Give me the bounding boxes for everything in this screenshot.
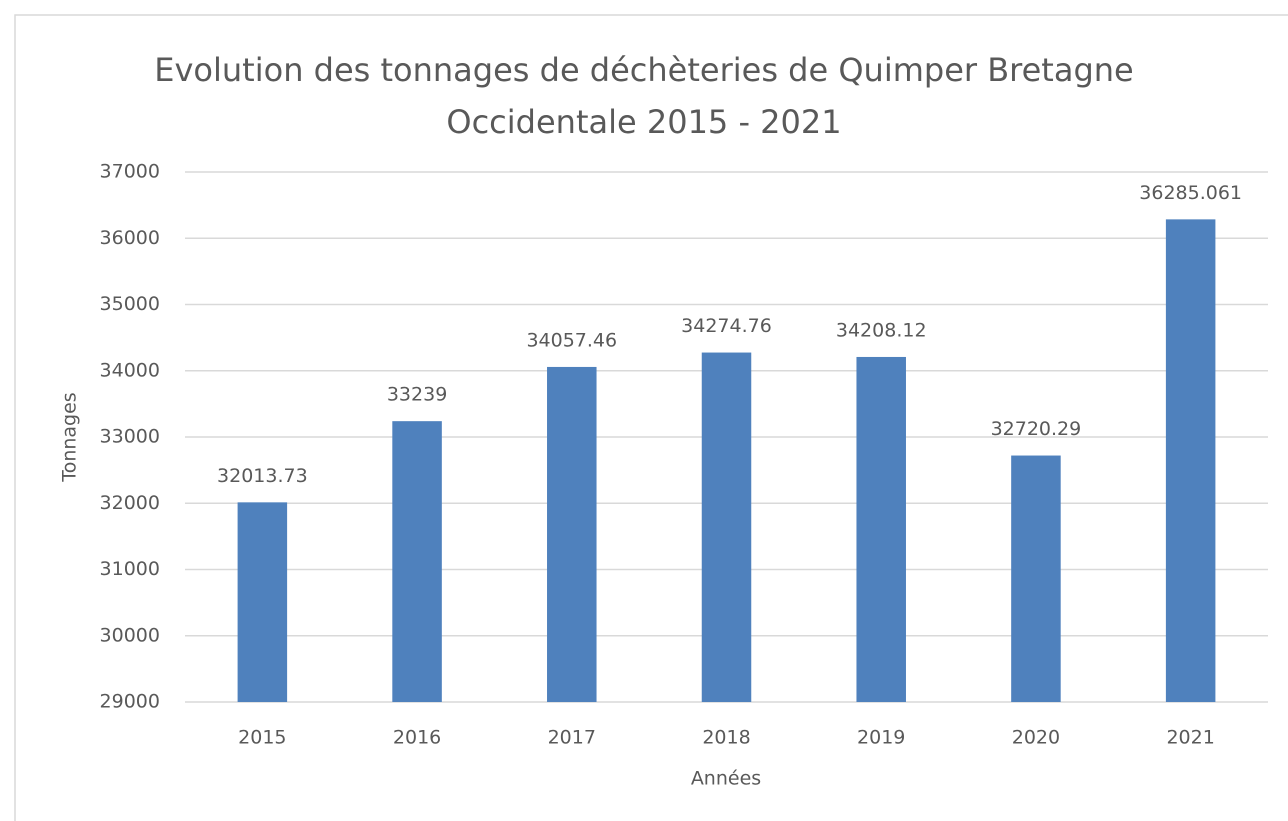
- y-axis-label: Tonnages: [59, 392, 81, 482]
- y-tick-label: 33000: [100, 426, 160, 448]
- data-label: 33239: [387, 384, 447, 406]
- y-tick-label: 37000: [100, 161, 160, 183]
- x-tick-label: 2020: [1012, 727, 1060, 749]
- bar: [701, 352, 752, 702]
- x-tick-label: 2021: [1166, 727, 1214, 749]
- data-label: 34057.46: [526, 329, 617, 351]
- bar: [237, 502, 288, 702]
- y-tick-label: 36000: [100, 227, 160, 249]
- x-tick-label: 2019: [857, 727, 905, 749]
- x-tick-label: 2016: [393, 727, 441, 749]
- x-tick-label: 2017: [548, 727, 596, 749]
- bar: [1165, 219, 1216, 702]
- y-tick-label: 35000: [100, 293, 160, 315]
- bar: [547, 366, 597, 702]
- bar: [856, 356, 906, 702]
- x-tick-label: 2018: [702, 727, 750, 749]
- data-label: 34274.76: [681, 315, 772, 337]
- y-tick-label: 34000: [100, 359, 160, 381]
- y-tick-label: 29000: [100, 691, 160, 713]
- chart-title: Evolution des tonnages de déchèteries de…: [154, 51, 1134, 141]
- data-label: 34208.12: [836, 319, 927, 341]
- data-label: 32720.29: [991, 418, 1082, 440]
- y-tick-label: 32000: [100, 492, 160, 514]
- y-tick-label: 31000: [100, 558, 160, 580]
- x-axis-label: Années: [691, 768, 761, 790]
- bar: [1011, 455, 1061, 702]
- chart-border: [14, 14, 1288, 821]
- data-label: 32013.73: [217, 465, 308, 487]
- bar: [392, 421, 442, 702]
- y-tick-label: 30000: [100, 624, 160, 646]
- x-tick-label: 2015: [238, 727, 286, 749]
- data-label: 36285.061: [1139, 182, 1242, 204]
